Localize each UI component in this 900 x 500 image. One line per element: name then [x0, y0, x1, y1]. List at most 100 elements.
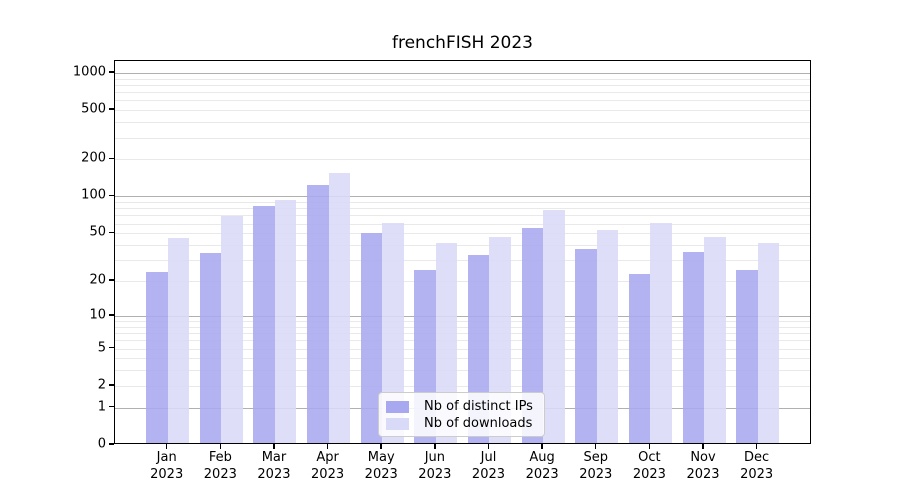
x-tick-mark [594, 444, 597, 449]
x-tick-label-apr: Apr 2023 [311, 450, 345, 482]
minor-gridline [115, 223, 810, 225]
x-tick-mark [380, 444, 382, 449]
legend-swatch-distinct-ips [386, 400, 409, 413]
legend: Nb of distinct IPs Nb of downloads [378, 392, 545, 437]
y-tick-mark [109, 405, 114, 408]
x-tick-mark [541, 444, 543, 449]
y-tick-label: 100 [81, 187, 106, 203]
y-tick-label: 2 [97, 377, 106, 393]
x-tick-mark [755, 444, 758, 449]
bar-downloads-feb [221, 215, 243, 443]
y-tick-label: 1 [97, 399, 106, 415]
x-tick-mark [487, 444, 490, 449]
x-tick-label-aug: Aug 2023 [525, 450, 559, 482]
bar-downloads-dec [757, 243, 780, 443]
y-tick-label: 0 [97, 436, 106, 452]
minor-gridline [115, 326, 810, 328]
legend-swatch-downloads [386, 417, 409, 430]
y-tick-mark [109, 194, 114, 197]
minor-gridline [115, 215, 810, 217]
bar-ips-may [360, 233, 383, 443]
legend-row: Nb of downloads [386, 415, 544, 432]
x-tick-mark [273, 444, 275, 449]
y-tick-mark [109, 279, 114, 281]
minor-gridline [115, 122, 810, 124]
minor-gridline [115, 370, 810, 372]
bar-downloads-oct [650, 222, 672, 443]
y-tick-mark [109, 108, 114, 110]
bar-downloads-apr [328, 172, 351, 443]
x-tick-label-sep: Sep 2023 [579, 450, 613, 482]
plot-area [114, 60, 811, 444]
major-gridline [115, 196, 810, 198]
bar-ips-feb [199, 253, 222, 443]
bar-ips-nov [682, 251, 704, 443]
y-tick-mark [109, 443, 114, 445]
bar-downloads-may [382, 223, 404, 443]
bar-ips-jan [146, 271, 168, 443]
x-tick-label-may: May 2023 [364, 450, 398, 482]
major-gridline [115, 315, 810, 317]
y-tick-label: 10 [89, 307, 106, 323]
minor-gridline [115, 348, 810, 350]
minor-gridline [115, 84, 810, 86]
bar-downloads-mar [274, 200, 297, 443]
minor-gridline [115, 78, 810, 80]
bar-downloads-sep [596, 230, 619, 443]
bar-ips-oct [628, 274, 651, 443]
x-tick-label-jan: Jan 2023 [150, 450, 184, 482]
minor-gridline [115, 233, 810, 235]
y-tick-mark [109, 157, 114, 160]
y-tick-mark [109, 71, 114, 73]
minor-gridline [115, 100, 810, 102]
x-tick-label-jun: Jun 2023 [418, 450, 452, 482]
x-tick-label-feb: Feb 2023 [203, 450, 237, 482]
minor-gridline [115, 260, 810, 262]
x-tick-label-mar: Mar 2023 [257, 450, 291, 482]
y-tick-mark [109, 384, 114, 386]
x-tick-label-jul: Jul 2023 [471, 450, 506, 482]
y-tick-label: 1000 [72, 64, 106, 80]
y-tick-label: 50 [89, 224, 106, 240]
y-tick-label: 500 [81, 101, 106, 117]
minor-gridline [115, 281, 810, 283]
x-tick-label-oct: Oct 2023 [632, 450, 666, 482]
y-tick-mark [109, 231, 114, 233]
legend-row: Nb of distinct IPs [386, 398, 544, 415]
bar-ips-sep [575, 248, 597, 443]
minor-gridline [115, 137, 810, 139]
legend-label: Nb of distinct IPs [424, 399, 533, 414]
minor-gridline [115, 208, 810, 210]
x-tick-mark [434, 444, 436, 449]
y-tick-label: 20 [89, 272, 106, 288]
minor-gridline [115, 358, 810, 360]
minor-gridline [115, 340, 810, 342]
bar-ips-aug [521, 228, 544, 443]
x-tick-mark [702, 444, 704, 449]
bar-downloads-nov [704, 236, 726, 443]
minor-gridline [115, 321, 810, 322]
minor-gridline [115, 333, 810, 335]
bar-downloads-aug [543, 209, 565, 443]
y-tick-mark [109, 346, 114, 349]
bar-downloads-jan [167, 238, 190, 443]
minor-gridline [115, 202, 810, 204]
x-tick-mark [326, 444, 329, 449]
x-tick-mark [648, 444, 651, 449]
bar-downloads-jul [489, 236, 511, 443]
y-tick-label: 200 [81, 150, 106, 166]
bar-ips-mar [253, 206, 275, 443]
y-tick-label: 5 [97, 340, 106, 355]
x-tick-mark [165, 444, 168, 449]
chart-title: frenchFISH 2023 [392, 33, 533, 53]
y-tick-mark [109, 314, 114, 316]
minor-gridline [115, 159, 810, 161]
minor-gridline [115, 245, 810, 246]
x-tick-label-nov: Nov 2023 [686, 450, 720, 482]
legend-label: Nb of downloads [424, 416, 533, 431]
bar-ips-dec [736, 269, 758, 443]
x-tick-label-dec: Dec 2023 [740, 450, 774, 482]
minor-gridline [115, 110, 810, 112]
minor-gridline [115, 92, 810, 94]
